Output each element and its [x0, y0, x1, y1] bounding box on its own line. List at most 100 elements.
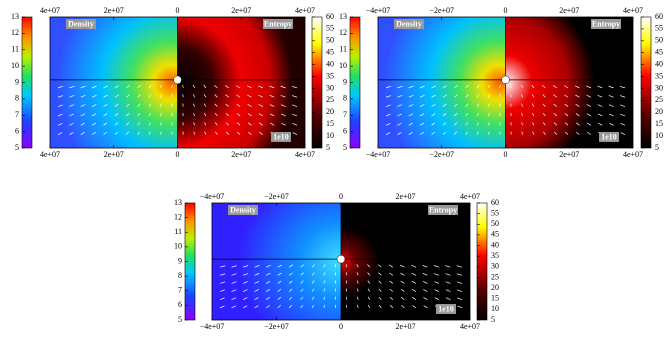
- arrow-scale-label: 1e10: [273, 132, 289, 141]
- x-tick-label: −2e+07: [429, 150, 454, 159]
- colorbar-tick-label: 45: [655, 48, 663, 57]
- colorbar-tick-label: 35: [326, 71, 334, 80]
- x-tick-label: 0: [339, 192, 343, 201]
- x-tick-label: 4e+07: [40, 150, 60, 159]
- x-tick-label: 2e+07: [104, 150, 124, 159]
- x-tick-label: 2e+07: [231, 150, 251, 159]
- x-tick-label: 4e+07: [295, 150, 315, 159]
- colorbar-tick-label: 6: [15, 126, 19, 135]
- colorbar-tick-label: 11: [11, 45, 19, 54]
- colorbar-tick-label: 5: [343, 143, 347, 152]
- colorbar-tick-label: 10: [339, 61, 347, 70]
- x-tick-label: 4e+07: [623, 6, 643, 15]
- x-tick-label: 0: [176, 150, 180, 159]
- density-label: Density: [230, 205, 256, 214]
- colorbar-tick-label: 5: [491, 315, 495, 324]
- colorbar-tick-label: 12: [11, 28, 19, 37]
- colorbar-tick-label: 13: [339, 12, 347, 21]
- colorbar-tick-label: 60: [491, 198, 499, 207]
- x-tick-label: 4e+07: [295, 6, 315, 15]
- colorbar-tick-label: 10: [326, 131, 334, 140]
- arrow-scale-label: 1e10: [601, 132, 617, 141]
- x-tick-label: −4e+07: [200, 322, 225, 331]
- core: [174, 76, 182, 84]
- colorbar-tick-label: 7: [343, 110, 347, 119]
- entropy-field: [506, 17, 634, 148]
- colorbar-tick-label: 45: [326, 48, 334, 57]
- colorbar-tick-label: 11: [339, 45, 347, 54]
- density-label: Density: [396, 19, 422, 28]
- colorbar-tick-label: 25: [491, 272, 499, 281]
- colorbar-tick-label: 50: [326, 36, 334, 45]
- colorbar-tick-label: 30: [326, 83, 334, 92]
- colorbar-tick-label: 15: [491, 294, 499, 303]
- x-tick-label: −4e+07: [366, 6, 391, 15]
- colorbar-tick-label: 50: [491, 219, 499, 228]
- colorbar-tick-label: 6: [178, 300, 182, 309]
- colorbar-tick-label: 8: [178, 271, 182, 280]
- x-tick-label: 2e+07: [231, 6, 251, 15]
- colorbar-tick-label: 55: [491, 208, 499, 217]
- colorbar-tick-label: 13: [174, 198, 182, 207]
- colorbar-tick-label: 55: [655, 24, 663, 33]
- x-tick-label: 2e+07: [395, 192, 415, 201]
- colorbar-tick-label: 20: [491, 283, 499, 292]
- x-tick-label: 4e+07: [460, 192, 480, 201]
- x-tick-label: 2e+07: [395, 322, 415, 331]
- density-field: [50, 17, 178, 148]
- x-tick-label: 0: [504, 150, 508, 159]
- colorbar-tick-label: 9: [178, 256, 182, 265]
- colorbar-tick-label: 20: [326, 107, 334, 116]
- x-tick-label: 0: [339, 322, 343, 331]
- colorbar-tick-label: 6: [343, 126, 347, 135]
- colorbar: [312, 17, 322, 148]
- colorbar-tick-label: 10: [174, 242, 182, 251]
- colorbar-tick-label: 12: [174, 212, 182, 221]
- colorbar-tick-label: 15: [655, 119, 663, 128]
- colorbar-tick-label: 13: [11, 12, 19, 21]
- colorbar-tick-label: 9: [343, 77, 347, 86]
- entropy-label: Entropy: [264, 19, 292, 28]
- colorbar-tick-label: 40: [326, 59, 334, 68]
- colorbar-tick-label: 10: [11, 61, 19, 70]
- colorbar-tick-label: 8: [15, 94, 19, 103]
- colorbar-tick-label: 10: [491, 304, 499, 313]
- entropy-label: Entropy: [429, 205, 457, 214]
- colorbar-tick-label: 15: [326, 119, 334, 128]
- x-tick-label: 4e+07: [460, 322, 480, 331]
- x-tick-label: 0: [504, 6, 508, 15]
- colorbar-tick-label: 5: [178, 315, 182, 324]
- colorbar-tick-label: 25: [655, 95, 663, 104]
- colorbar-tick-label: 45: [491, 230, 499, 239]
- colorbar-tick-label: 12: [339, 28, 347, 37]
- colorbar-tick-label: 60: [326, 12, 334, 21]
- colorbar-tick-label: 25: [326, 95, 334, 104]
- colorbar-tick-label: 10: [655, 131, 663, 140]
- density-field: [378, 17, 506, 148]
- x-tick-label: −2e+07: [429, 6, 454, 15]
- colorbar-tick-label: 11: [174, 227, 182, 236]
- colorbar-tick-label: 55: [326, 24, 334, 33]
- core: [337, 255, 345, 263]
- x-tick-label: 0: [176, 6, 180, 15]
- colorbar-tick-label: 30: [491, 262, 499, 271]
- core: [502, 76, 510, 84]
- entropy-field: [178, 17, 306, 148]
- entropy-label: Entropy: [592, 19, 620, 28]
- density-label: Density: [68, 19, 94, 28]
- colorbar-tick-label: 35: [655, 71, 663, 80]
- colorbar-tick-label: 50: [655, 36, 663, 45]
- colorbar-tick-label: 5: [655, 143, 659, 152]
- x-tick-label: 2e+07: [104, 6, 124, 15]
- colorbar-tick-label: 8: [343, 94, 347, 103]
- colorbar: [641, 17, 651, 148]
- colorbar-tick-label: 20: [655, 107, 663, 116]
- density-field: [212, 203, 341, 320]
- colorbar-tick-label: 5: [326, 143, 330, 152]
- colorbar-tick-label: 9: [15, 77, 19, 86]
- colorbar-tick-label: 5: [15, 143, 19, 152]
- x-tick-label: 4e+07: [623, 150, 643, 159]
- colorbar-tick-label: 60: [655, 12, 663, 21]
- arrow-scale-label: 1e10: [438, 304, 454, 313]
